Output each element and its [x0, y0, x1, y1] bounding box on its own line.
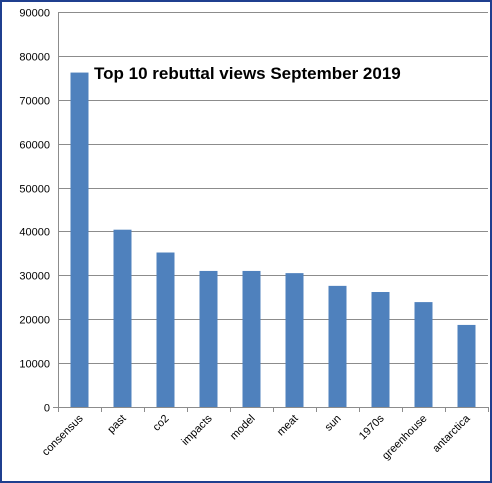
- x-tick-label: sun: [323, 413, 344, 434]
- x-tick-label: greenhouse: [380, 413, 430, 463]
- bar-sun: [328, 285, 347, 407]
- bar-co2: [156, 252, 175, 407]
- bar-meat: [285, 273, 304, 407]
- y-tick-label: 40000: [19, 227, 50, 239]
- x-tick-label: co2: [151, 413, 172, 434]
- bar-greenhouse: [414, 302, 433, 407]
- x-tick-label: 1970s: [357, 412, 387, 442]
- bar-impacts: [199, 270, 218, 407]
- y-tick-label: 60000: [19, 140, 50, 152]
- y-tick-label: 50000: [19, 184, 50, 196]
- bar-model: [242, 270, 261, 407]
- y-tick-label: 0: [44, 403, 50, 415]
- y-tick-label: 30000: [19, 271, 50, 283]
- y-tick-label: 70000: [19, 96, 50, 108]
- bar-antarctica: [457, 324, 476, 407]
- y-tick-label: 80000: [19, 52, 50, 64]
- x-tick-label: consensus: [40, 412, 86, 458]
- bar-1970s: [371, 292, 390, 407]
- x-tick-label: model: [228, 413, 258, 443]
- chart-title: Top 10 rebuttal views September 2019: [94, 64, 401, 83]
- y-tick-label: 20000: [19, 315, 50, 327]
- y-tick-label: 10000: [19, 359, 50, 371]
- bar-consensus: [70, 72, 89, 408]
- y-tick-label: 90000: [19, 8, 50, 20]
- x-tick-label: past: [105, 413, 128, 436]
- x-tick-label: antarctica: [430, 412, 473, 455]
- x-tick-label: meat: [275, 413, 301, 439]
- x-tick-label: impacts: [179, 412, 215, 448]
- bar-past: [113, 229, 132, 407]
